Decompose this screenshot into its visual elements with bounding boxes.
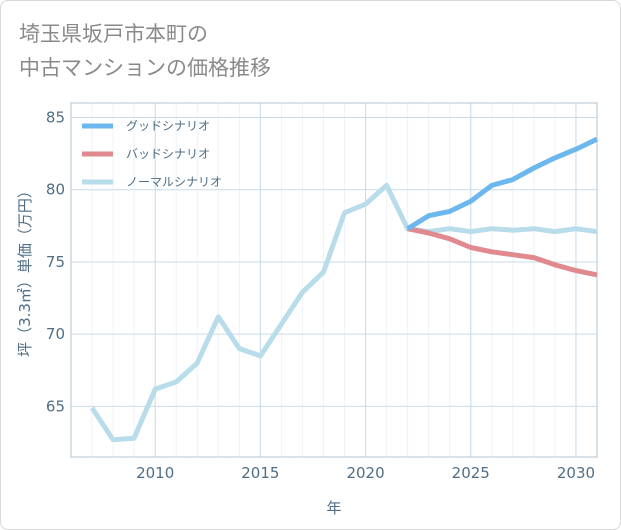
x-tick-label: 2015 [241, 464, 279, 482]
x-tick-label: 2010 [136, 464, 174, 482]
y-tick-label: 80 [46, 181, 65, 199]
y-tick-label: 70 [46, 325, 65, 343]
series-lines [89, 136, 599, 443]
y-tick-label: 65 [46, 397, 65, 415]
chart-title-line-1: 埼玉県坂戸市本町の [19, 22, 208, 46]
legend-label-1: バッドシナリオ [126, 147, 210, 161]
chart-title: 埼玉県坂戸市本町の 中古マンションの価格推移 [19, 17, 271, 85]
y-tick-label: 85 [46, 108, 65, 126]
legend-label-0: グッドシナリオ [126, 119, 210, 133]
x-axis-label: 年 [326, 499, 341, 517]
axes: 2010 2015 2020 2025 2030 65 70 75 80 85 [46, 102, 598, 482]
plot-frame [70, 102, 598, 458]
x-tick-label: 2025 [452, 464, 490, 482]
chart-title-line-2: 中古マンションの価格推移 [19, 56, 271, 80]
y-axis-label: 坪（3.3㎡）単価（万円） [16, 183, 34, 357]
series-line-1 [407, 226, 598, 278]
series-line-0 [406, 136, 599, 231]
x-tick-label: 2020 [346, 464, 384, 482]
legend-label-2: ノーマルシナリオ [126, 175, 222, 189]
y-tick-label: 75 [46, 253, 65, 271]
x-tick-label: 2030 [557, 464, 595, 482]
series-line-2 [89, 182, 598, 443]
